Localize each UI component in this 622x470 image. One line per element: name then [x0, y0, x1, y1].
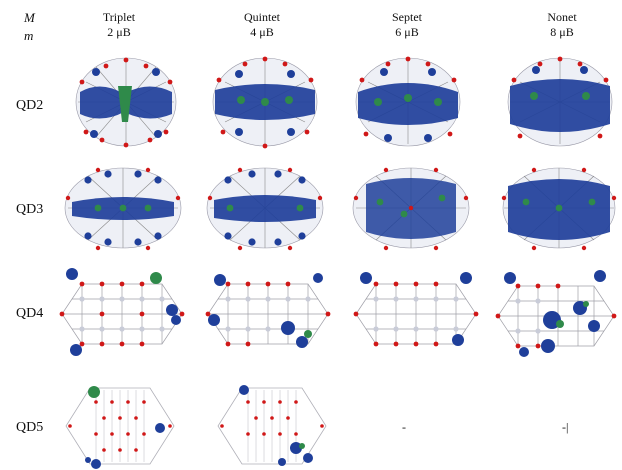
spin-density-qd2-nonet [500, 52, 620, 152]
row-label-qd4: QD4 [16, 306, 44, 321]
spin-density-qd4-triplet [52, 264, 192, 364]
spin-density-qd4-quintet [198, 264, 338, 364]
col-moment: 8 μB [550, 25, 574, 39]
col-header-nonet: Nonet 8 μB [517, 10, 607, 40]
col-name: Quintet [244, 10, 280, 24]
empty-cell-qd5-nonet: -| [562, 420, 569, 434]
spin-density-qd3-septet [346, 162, 476, 254]
col-moment: 4 μB [250, 25, 274, 39]
col-header-septet: Septet 6 μB [362, 10, 452, 40]
spin-density-qd3-quintet [200, 162, 330, 254]
col-name: Triplet [102, 10, 136, 24]
col-name: Septet [392, 10, 422, 24]
multiplicity-axis-label: M [24, 10, 35, 25]
row-label-qd3: QD3 [16, 202, 44, 217]
spin-density-qd4-nonet [490, 264, 622, 368]
spin-density-qd4-septet [346, 264, 486, 364]
col-header-triplet: Triplet 2 μB [74, 10, 164, 40]
spin-density-qd3-nonet [496, 162, 622, 254]
row-label-qd5: QD5 [16, 420, 44, 435]
col-name: Nonet [547, 10, 577, 24]
col-header-quintet: Quintet 4 μB [217, 10, 307, 40]
spin-density-qd2-triplet [66, 52, 186, 152]
spin-density-qd3-triplet [58, 162, 188, 254]
spin-density-qd5-triplet [60, 382, 180, 470]
spin-density-qd5-quintet [212, 382, 332, 470]
col-moment: 2 μB [107, 25, 131, 39]
moment-axis-label: m [24, 28, 34, 43]
spin-density-qd2-septet [348, 52, 468, 152]
empty-cell-qd5-septet: - [402, 420, 406, 434]
row-label-qd2: QD2 [16, 98, 44, 113]
col-moment: 6 μB [395, 25, 419, 39]
spin-density-qd2-quintet [205, 52, 325, 152]
